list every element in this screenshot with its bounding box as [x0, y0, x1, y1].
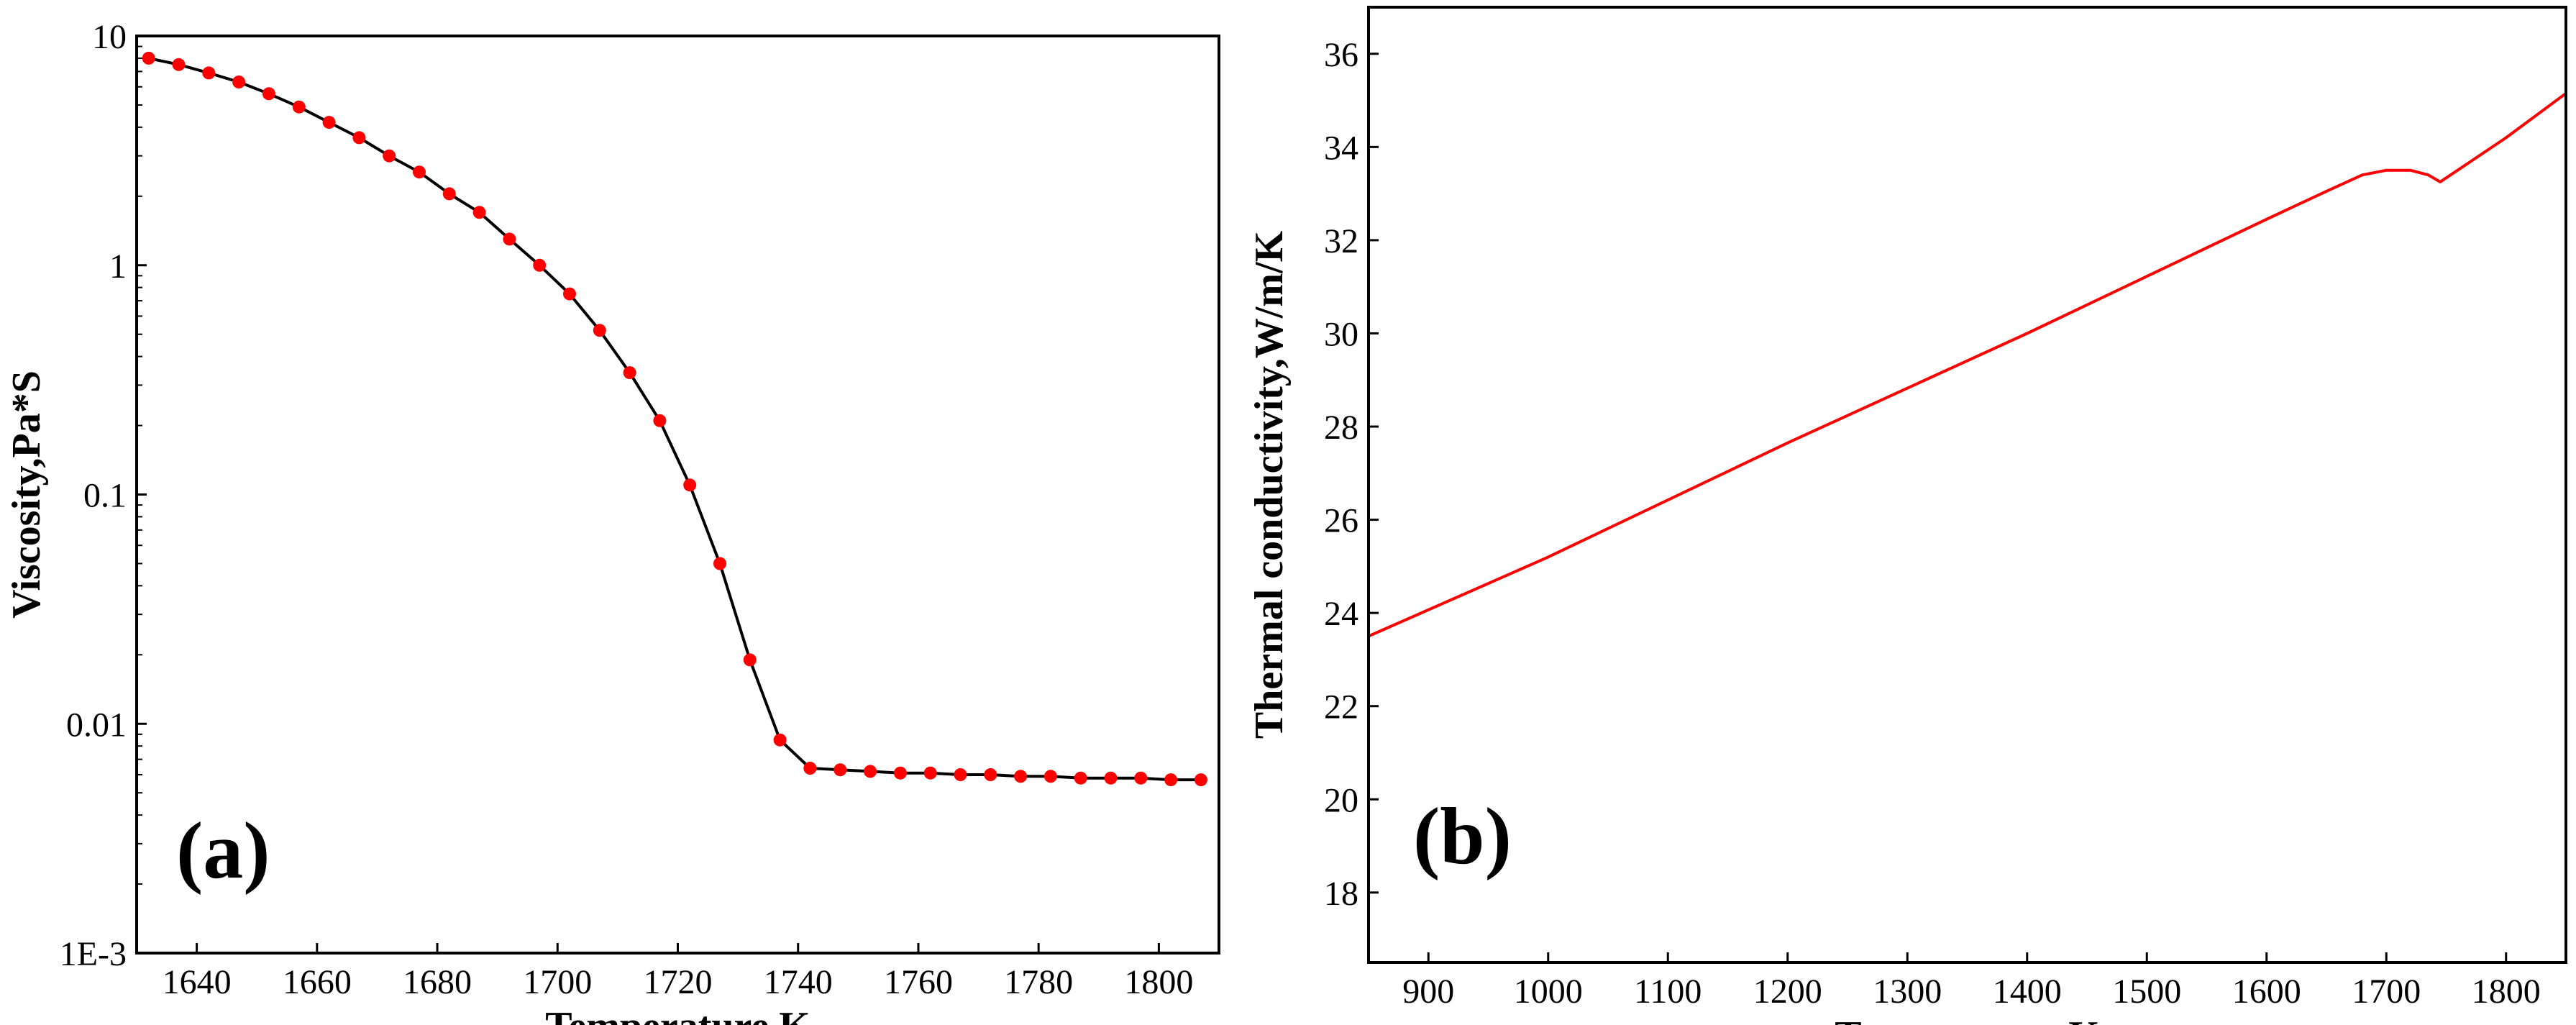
b-x-tick-label: 1800: [2472, 972, 2541, 1011]
a-data-point: [1104, 771, 1118, 785]
a-x-tick-label: 1660: [283, 963, 352, 1001]
a-data-point: [1194, 773, 1207, 787]
chart-b-x-axis-title: Temperature,K: [1835, 1013, 2100, 1025]
a-x-tick-label: 1760: [884, 963, 953, 1001]
chart-a: 1640 1660 1680 1700 1720 1740 1760 1780 1800 1E-…: [4, 18, 1220, 1025]
a-data-point: [864, 765, 877, 778]
b-x-tick-label: 1000: [1514, 972, 1583, 1011]
b-y-tick-label: 24: [1324, 595, 1358, 633]
b-x-tick-label: 1100: [1634, 972, 1702, 1011]
b-y-tick-label: 20: [1324, 781, 1358, 819]
a-series-line-0: [148, 56, 1201, 782]
a-data-point: [803, 762, 817, 775]
a-data-point: [322, 116, 336, 129]
a-data-point: [893, 766, 907, 780]
a-x-tick-label: 1640: [163, 963, 232, 1001]
b-y-tick-label: 28: [1324, 409, 1358, 447]
b-x-tick-label: 900: [1402, 972, 1454, 1011]
a-y-tick-label: 1E-3: [60, 935, 127, 973]
b-x-tick-label: 1400: [1993, 972, 2062, 1011]
a-data-point: [383, 149, 396, 163]
a-y-tick-label: 10: [92, 18, 127, 56]
a-data-point: [1043, 770, 1057, 783]
a-data-point: [472, 206, 486, 219]
a-data-point: [833, 763, 847, 777]
chart-a-x-axis-title: Temperature,K: [545, 1004, 810, 1025]
b-x-tick-label: 1700: [2352, 972, 2421, 1011]
a-data-point: [563, 287, 576, 301]
b-y-tick-label: 18: [1324, 875, 1358, 913]
a-data-point: [352, 131, 366, 145]
b-x-tick-label: 1600: [2232, 972, 2301, 1011]
chart-b-plot-frame: [1367, 6, 2567, 964]
a-data-point: [683, 478, 697, 492]
a-data-point: [1014, 770, 1028, 783]
a-y-tick-label: 1: [109, 247, 127, 286]
a-data-point: [773, 733, 787, 747]
a-data-point: [533, 258, 547, 272]
a-data-point: [623, 366, 636, 380]
chart-a-panel-label: (a): [176, 806, 270, 896]
a-data-point: [172, 58, 186, 71]
b-y-tick-label: 26: [1324, 502, 1358, 540]
a-data-point: [442, 187, 456, 201]
b-y-tick-label: 36: [1324, 36, 1358, 74]
a-data-point: [202, 66, 216, 80]
a-data-point: [713, 557, 726, 570]
a-data-point: [743, 653, 757, 667]
b-y-tick-label: 22: [1324, 688, 1358, 726]
b-x-tick-label: 1300: [1873, 972, 1942, 1011]
a-x-tick-label: 1720: [644, 963, 713, 1001]
a-data-point: [984, 768, 997, 781]
a-data-point: [1164, 773, 1178, 787]
b-y-tick-label: 30: [1324, 315, 1358, 353]
a-data-point: [653, 414, 667, 427]
chart-a-plot-frame: [135, 35, 1220, 955]
a-x-tick-label: 1740: [764, 963, 833, 1001]
a-data-point: [593, 324, 606, 337]
a-x-tick-label: 1680: [403, 963, 472, 1001]
a-data-point: [292, 100, 306, 114]
b-series-line-0: [1368, 92, 2567, 638]
a-y-tick-label: 0.1: [83, 477, 127, 515]
chart-a-y-axis-title: Viscosity,Pa*S: [4, 370, 49, 619]
a-x-tick-label: 1700: [523, 963, 592, 1001]
a-data-point: [1074, 771, 1087, 785]
a-x-tick-label: 1800: [1124, 963, 1193, 1001]
a-data-point: [923, 766, 937, 780]
b-y-tick-label: 32: [1324, 222, 1358, 260]
a-data-point: [954, 768, 967, 781]
a-data-point: [142, 51, 155, 65]
a-y-tick-label: 0.01: [66, 706, 127, 744]
chart-b: 900 1000 1100 1200 1300 1400 1500 1600 1700 1800 …: [1247, 6, 2567, 1025]
b-x-tick-label: 1200: [1753, 972, 1822, 1011]
chart-b-panel-label: (b): [1413, 792, 1512, 881]
a-data-point: [262, 87, 275, 101]
a-data-point: [413, 165, 426, 179]
chart-b-y-axis-title: Thermal conductivity,W/m/K: [1247, 230, 1292, 739]
a-data-point: [1134, 771, 1148, 785]
a-data-point: [232, 76, 246, 88]
a-x-tick-label: 1780: [1004, 963, 1073, 1001]
a-data-point: [503, 232, 516, 246]
b-x-tick-label: 1500: [2112, 972, 2181, 1011]
b-y-tick-label: 34: [1324, 129, 1358, 167]
